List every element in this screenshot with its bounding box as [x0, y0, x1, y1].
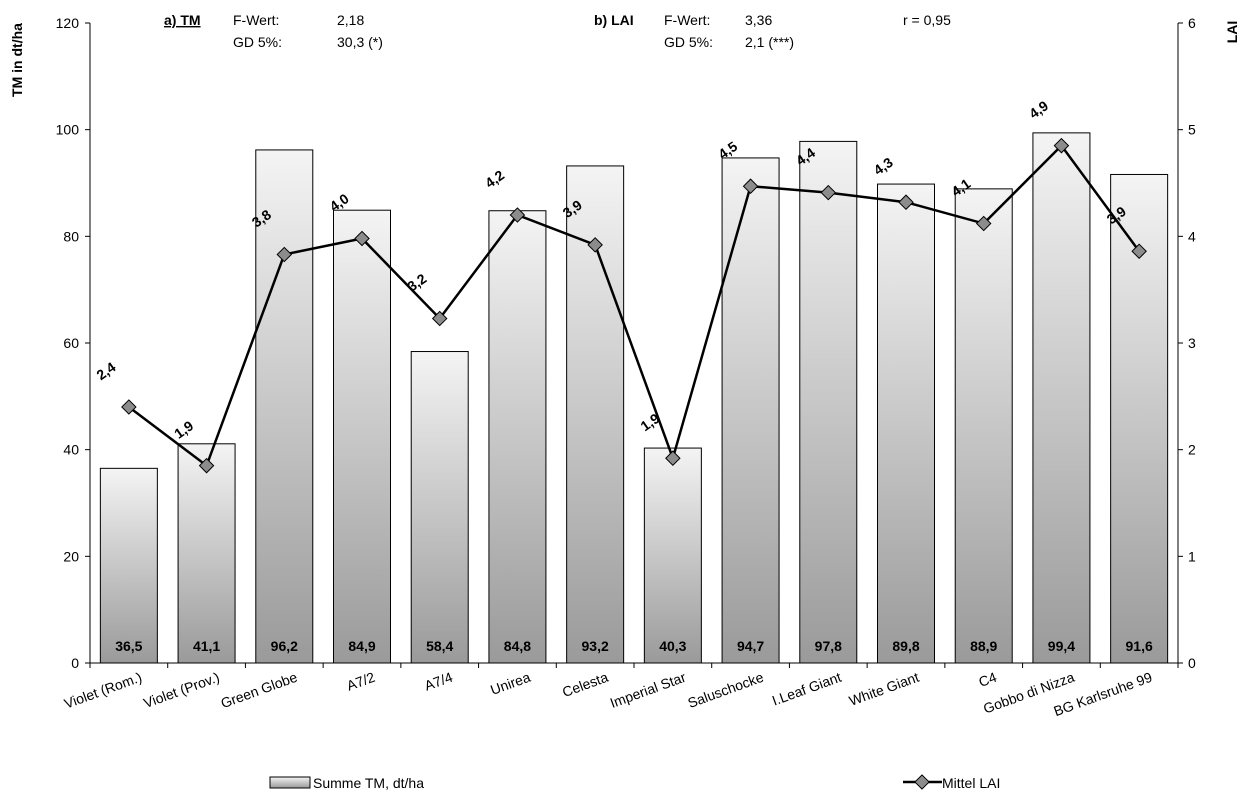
lai-point: [509, 207, 526, 223]
lai-value-label: 4,3: [871, 154, 896, 178]
annotation-a-gd-value: 30,3 (*): [337, 34, 383, 50]
bar-value-label: 93,2: [582, 638, 609, 654]
lai-point: [975, 215, 992, 232]
bar-value-label: 58,4: [426, 638, 453, 654]
x-category-label: Violet (Prov.): [141, 669, 221, 711]
x-category-label: Imperial Star: [608, 669, 688, 711]
x-category-label: Celesta: [560, 669, 610, 700]
y-tick-label: 0: [71, 655, 79, 671]
lai-point: [121, 399, 137, 415]
lai-point: [276, 246, 293, 263]
y-axis-title: TM in dt/ha: [9, 23, 25, 97]
annotation-a-fwert-label: F-Wert:: [233, 12, 279, 28]
y2-tick-label: 2: [1188, 442, 1196, 458]
bar-value-label: 97,8: [815, 638, 842, 654]
y2-tick-label: 1: [1188, 548, 1196, 564]
annotation-a-fwert-value: 2,18: [337, 12, 364, 28]
annotation-b-fwert-value: 3,36: [745, 12, 772, 28]
lai-point: [587, 237, 603, 253]
x-category-label: A7/2: [344, 669, 377, 694]
lai-value-label: 3,2: [404, 270, 429, 294]
lai-series-line: [128, 143, 1141, 468]
x-category-label: Violet (Rom.): [62, 669, 144, 712]
y2-tick-label: 3: [1188, 335, 1196, 351]
bar-value-label: 84,8: [504, 638, 531, 654]
bar: [877, 183, 935, 664]
annotation-a-title: a) TM: [164, 12, 201, 28]
bar-value-label: 36,5: [115, 638, 142, 654]
x-category-label: I.Leaf Giant: [770, 669, 844, 709]
lai-point: [820, 184, 837, 201]
y-tick-label: 80: [63, 228, 79, 244]
y-tick-label: 40: [63, 442, 79, 458]
bar: [799, 140, 858, 664]
bar-value-label: 89,8: [892, 638, 919, 654]
bar-value-label: 84,9: [348, 638, 375, 654]
bar: [643, 447, 702, 664]
x-category-label: Green Globe: [219, 669, 300, 712]
bar-value-label: 96,2: [271, 638, 298, 654]
y-tick-label: 60: [63, 335, 79, 351]
annotation-b-gd-value: 2,1 (***): [745, 34, 794, 50]
legend-swatch-marker: [914, 774, 930, 790]
bar: [99, 467, 158, 664]
y2-tick-label: 0: [1188, 655, 1196, 671]
annotation-b-title: b) LAI: [594, 12, 634, 28]
bar-value-label: 41,1: [193, 638, 220, 654]
x-category-label: Unirea: [488, 669, 532, 698]
lai-point: [431, 310, 448, 327]
annotation-b-gd-label: GD 5%:: [664, 34, 713, 50]
x-category-label: A7/4: [422, 669, 455, 694]
bar: [410, 351, 469, 664]
legend-label-line: Mittel LAI: [942, 775, 1000, 791]
y-tick-label: 20: [63, 548, 79, 564]
bar-value-label: 91,6: [1126, 638, 1153, 654]
bar: [333, 209, 391, 664]
lai-value-label: 1,9: [637, 410, 662, 434]
bar: [255, 149, 314, 664]
legend-label-bars: Summe TM, dt/ha: [313, 775, 424, 791]
bar: [954, 188, 1013, 664]
y2-tick-label: 6: [1188, 15, 1196, 31]
lai-point: [1131, 243, 1147, 260]
lai-value-label: 4,9: [1026, 97, 1051, 121]
line-layer: [121, 137, 1147, 474]
x-category-label: C4: [976, 669, 998, 690]
y-tick-label: 100: [56, 122, 80, 138]
bar: [1032, 132, 1091, 664]
bar: [721, 157, 780, 664]
legend: Summe TM, dt/ha Mittel LAI: [269, 774, 1000, 791]
y-tick-label: 120: [56, 15, 80, 31]
bar-value-label: 88,9: [970, 638, 997, 654]
lai-point: [1053, 137, 1070, 154]
lai-point: [198, 457, 215, 474]
y2-axis-title: LAI: [1224, 21, 1240, 44]
bar-value-label: 99,4: [1048, 638, 1075, 654]
lai-value-label: 4,2: [482, 167, 507, 191]
lai-value-label: 2,4: [93, 359, 118, 383]
bar: [177, 443, 236, 664]
lai-point: [742, 178, 759, 194]
annotation-r-value: r = 0,95: [903, 12, 951, 28]
annotation-b-fwert-label: F-Wert:: [664, 12, 710, 28]
x-category-label: White Giant: [847, 669, 921, 709]
y2-tick-label: 4: [1188, 228, 1196, 244]
legend-swatch-bars: [269, 776, 311, 789]
x-category-label: Saluschocke: [686, 669, 766, 711]
bar-value-label: 94,7: [737, 638, 764, 654]
annotation-a-gd-label: GD 5%:: [233, 34, 282, 50]
bar-value-label: 40,3: [659, 638, 686, 654]
y2-tick-label: 5: [1188, 122, 1196, 138]
lai-point: [898, 194, 914, 210]
lai-point: [665, 450, 681, 466]
lai-point: [354, 230, 370, 247]
lai-value-label: 1,9: [171, 417, 196, 441]
bar: [488, 210, 547, 664]
bar-layer: [99, 132, 1169, 664]
